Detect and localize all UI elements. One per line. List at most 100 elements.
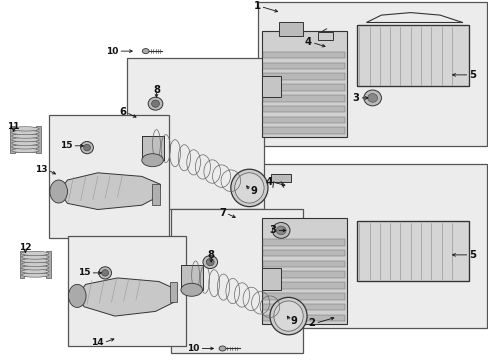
Bar xyxy=(356,25,468,86)
Ellipse shape xyxy=(12,127,39,131)
Text: 9: 9 xyxy=(290,316,297,326)
Bar xyxy=(142,136,163,160)
Text: 5: 5 xyxy=(468,250,475,260)
Ellipse shape xyxy=(234,173,264,203)
Ellipse shape xyxy=(21,251,49,256)
Bar xyxy=(127,58,264,209)
Text: 9: 9 xyxy=(250,186,257,196)
Text: 15: 15 xyxy=(78,269,90,277)
Ellipse shape xyxy=(206,258,214,266)
Bar xyxy=(263,293,345,300)
Polygon shape xyxy=(170,282,177,302)
Bar xyxy=(263,127,345,134)
Text: 4: 4 xyxy=(265,177,272,187)
Text: 8: 8 xyxy=(153,85,160,95)
Text: 5: 5 xyxy=(468,70,475,80)
Polygon shape xyxy=(59,173,160,210)
Ellipse shape xyxy=(68,284,86,307)
Text: 13: 13 xyxy=(35,165,48,174)
Bar xyxy=(46,251,51,278)
Bar xyxy=(171,209,303,353)
Text: 3: 3 xyxy=(352,93,359,103)
Bar xyxy=(12,127,39,152)
Ellipse shape xyxy=(276,226,285,235)
Ellipse shape xyxy=(81,141,93,154)
Ellipse shape xyxy=(102,270,108,276)
Bar xyxy=(20,251,24,278)
Bar xyxy=(261,76,281,97)
Bar xyxy=(263,52,345,58)
Bar xyxy=(263,304,345,310)
Ellipse shape xyxy=(99,267,111,279)
Text: 3: 3 xyxy=(269,225,276,235)
Ellipse shape xyxy=(21,258,49,263)
Bar xyxy=(68,236,185,346)
Ellipse shape xyxy=(21,269,49,274)
Text: 14: 14 xyxy=(91,338,103,347)
Bar xyxy=(263,95,345,102)
Bar xyxy=(263,84,345,91)
Ellipse shape xyxy=(142,154,163,167)
Ellipse shape xyxy=(12,145,39,149)
Text: 12: 12 xyxy=(19,243,32,252)
Bar xyxy=(263,271,345,278)
Text: 4: 4 xyxy=(304,37,311,48)
Text: 2: 2 xyxy=(308,318,315,328)
Ellipse shape xyxy=(273,301,303,331)
Ellipse shape xyxy=(148,97,163,110)
Text: 15: 15 xyxy=(60,141,72,150)
Bar xyxy=(257,164,486,328)
Bar xyxy=(36,126,41,153)
Ellipse shape xyxy=(21,266,49,270)
Bar xyxy=(271,174,290,182)
Ellipse shape xyxy=(12,141,39,145)
Bar xyxy=(356,221,468,281)
Ellipse shape xyxy=(363,90,381,106)
Ellipse shape xyxy=(269,297,306,335)
Bar xyxy=(263,239,345,246)
Text: 7: 7 xyxy=(219,208,225,218)
Text: 10: 10 xyxy=(106,46,118,55)
Ellipse shape xyxy=(12,134,39,138)
Text: 6: 6 xyxy=(119,107,126,117)
Ellipse shape xyxy=(21,255,49,259)
Bar xyxy=(261,31,346,137)
Bar xyxy=(317,32,332,40)
Ellipse shape xyxy=(83,144,90,151)
Bar xyxy=(263,315,345,321)
Bar xyxy=(356,25,468,86)
Ellipse shape xyxy=(151,100,159,107)
Bar xyxy=(278,22,303,36)
Ellipse shape xyxy=(12,130,39,135)
Ellipse shape xyxy=(367,94,377,102)
Ellipse shape xyxy=(230,169,267,207)
Bar xyxy=(263,117,345,123)
Ellipse shape xyxy=(21,262,49,266)
Ellipse shape xyxy=(219,346,225,351)
Bar xyxy=(263,106,345,112)
Bar xyxy=(263,282,345,289)
Polygon shape xyxy=(151,184,160,205)
Ellipse shape xyxy=(203,256,217,269)
Bar xyxy=(263,250,345,256)
Ellipse shape xyxy=(21,273,49,277)
Text: 11: 11 xyxy=(7,122,20,131)
Bar xyxy=(10,126,15,153)
Bar xyxy=(21,252,49,276)
Text: 10: 10 xyxy=(187,344,199,353)
Ellipse shape xyxy=(12,138,39,142)
Bar xyxy=(49,115,168,238)
Ellipse shape xyxy=(272,222,289,238)
Bar xyxy=(263,73,345,80)
Ellipse shape xyxy=(181,283,202,296)
Text: 1: 1 xyxy=(253,1,260,12)
Polygon shape xyxy=(77,278,177,316)
Ellipse shape xyxy=(50,180,67,203)
Bar xyxy=(261,218,346,324)
Text: 8: 8 xyxy=(207,250,214,260)
Bar xyxy=(181,265,203,290)
Bar xyxy=(257,2,486,146)
Bar xyxy=(356,221,468,281)
Ellipse shape xyxy=(12,148,39,153)
Ellipse shape xyxy=(142,49,149,54)
